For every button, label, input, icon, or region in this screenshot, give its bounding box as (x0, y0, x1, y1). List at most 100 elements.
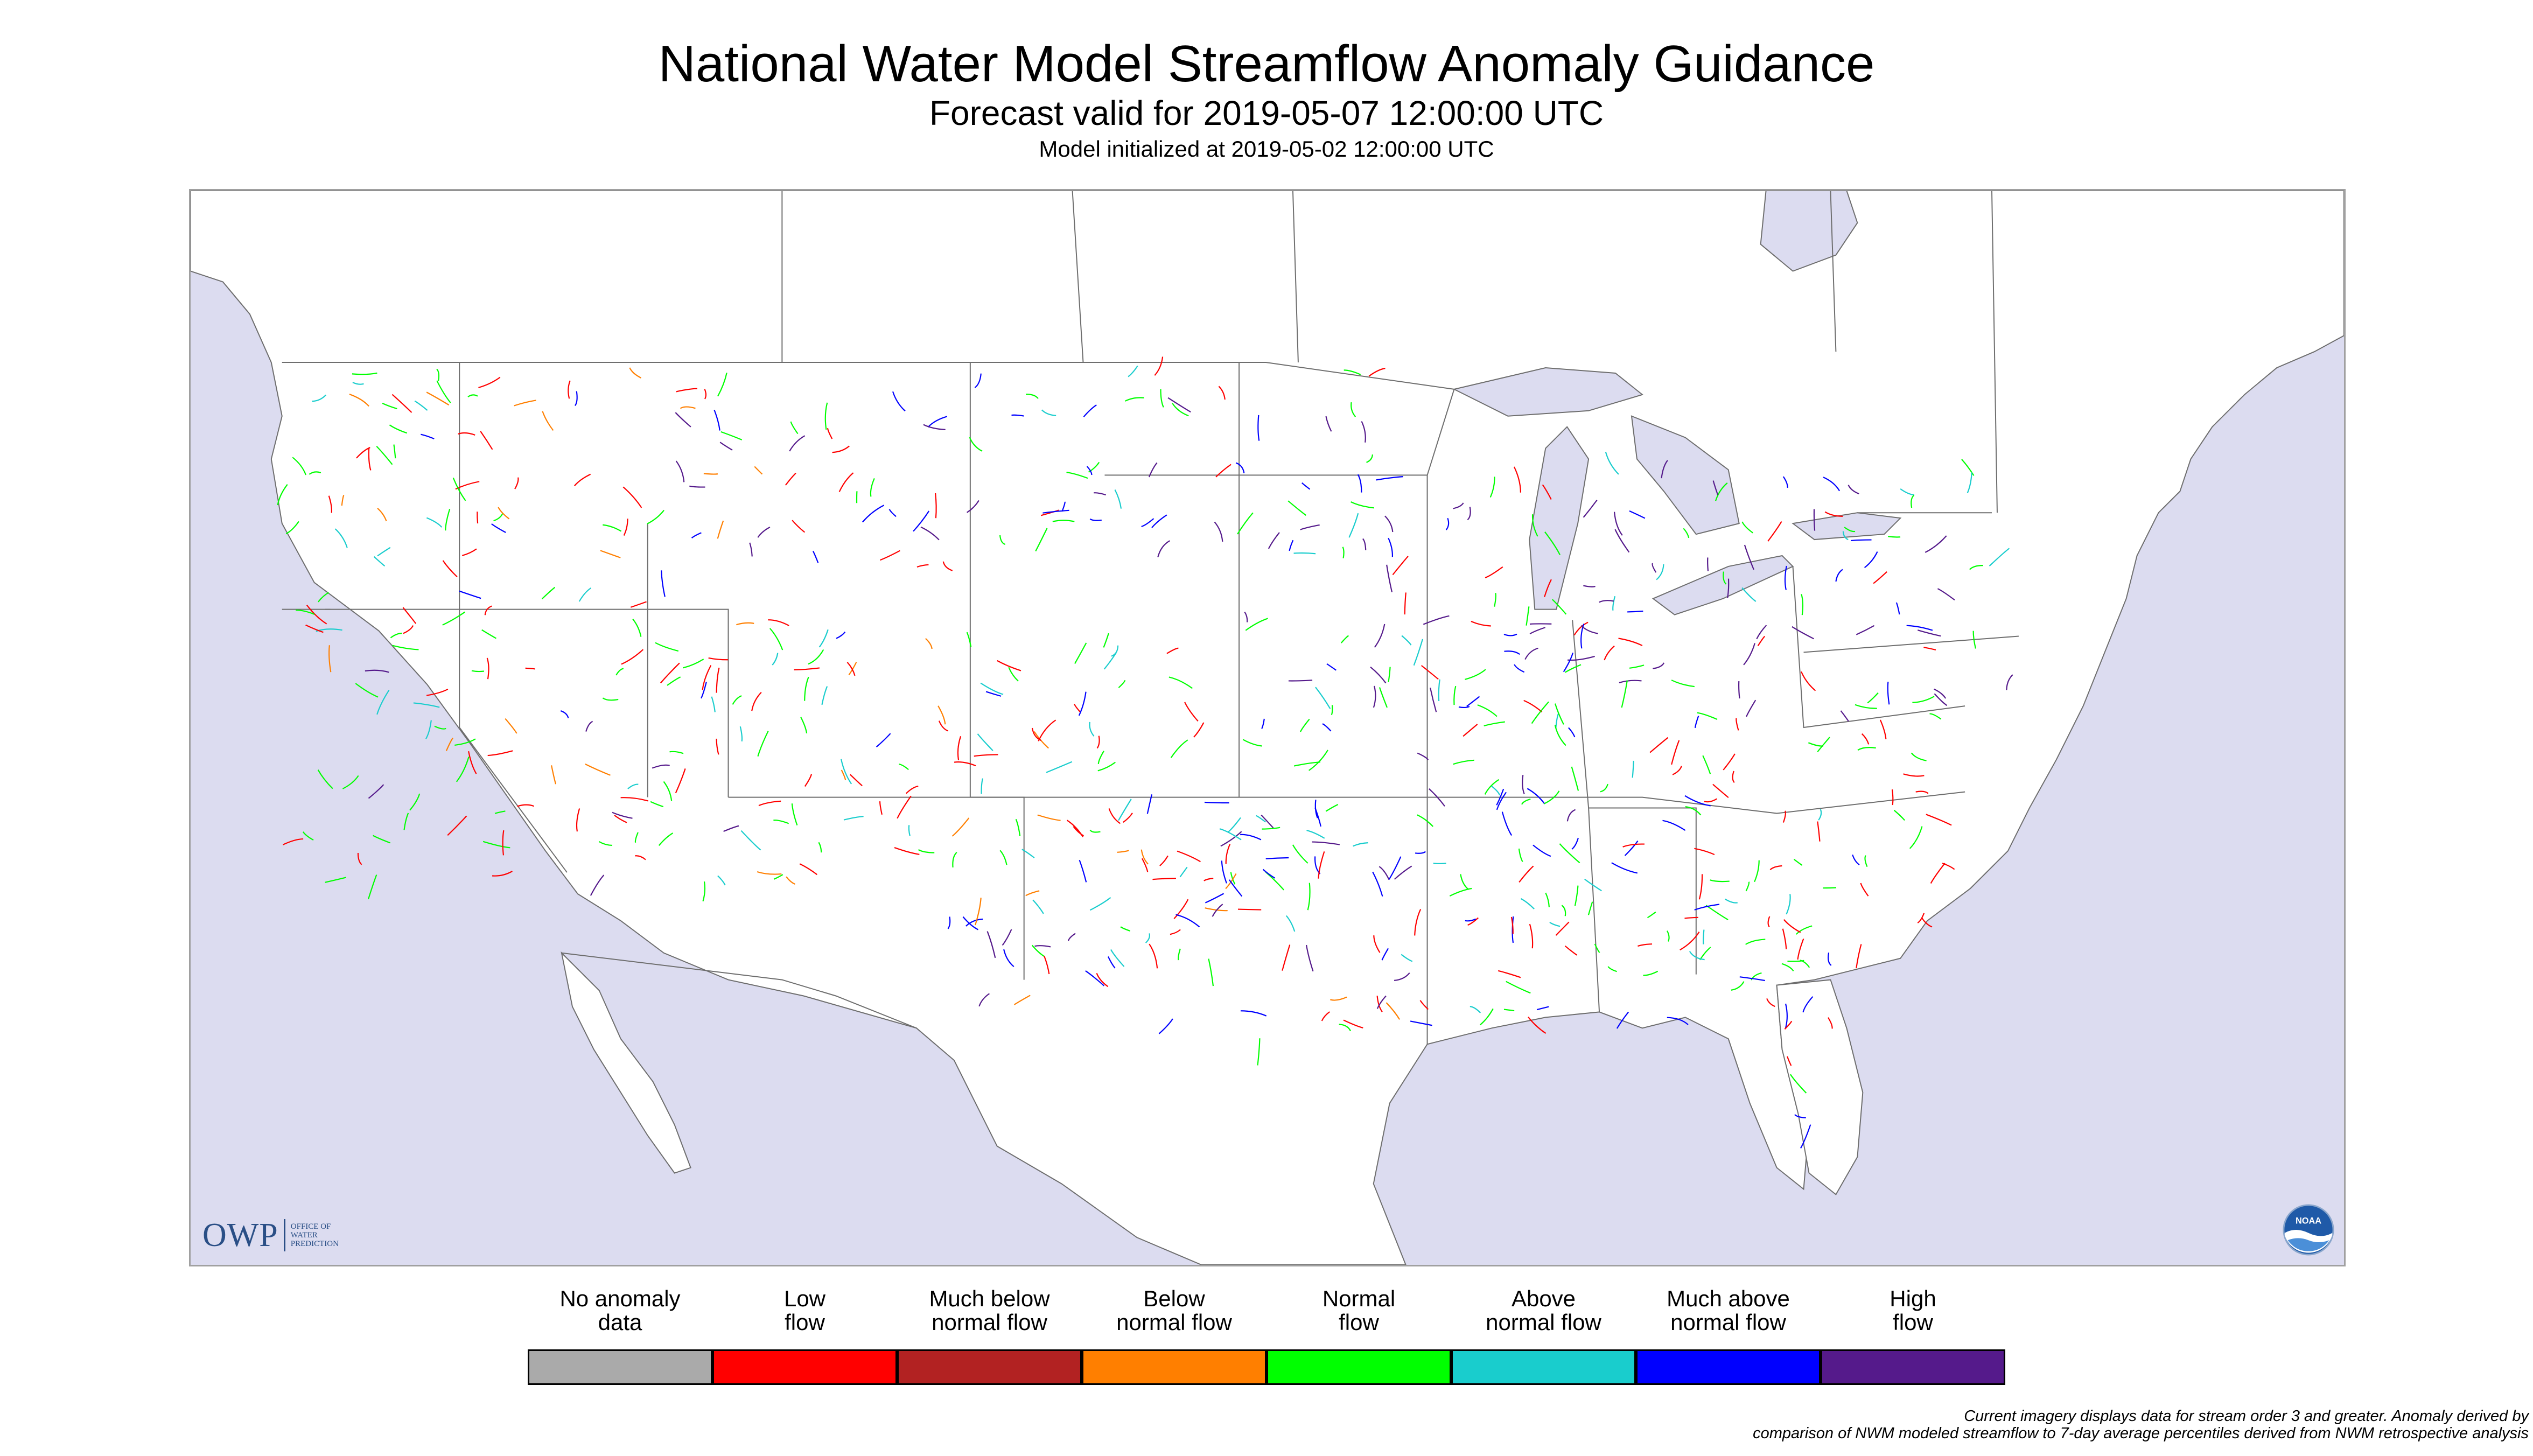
stream-segment (862, 505, 885, 523)
legend-item-much-below-normal: Much below normal flow (897, 1287, 1082, 1395)
stream-segment (1524, 647, 1538, 660)
stream-segment (517, 804, 535, 807)
stream-segment (514, 477, 519, 489)
stream-segment (1723, 753, 1736, 771)
stream-segment (1025, 890, 1040, 897)
stream-segment (574, 391, 578, 407)
stream-segment (1638, 943, 1653, 947)
stream-segment (1245, 618, 1268, 631)
stream-segment (1683, 528, 1690, 538)
stream-segment (585, 720, 593, 732)
legend-swatch (1451, 1349, 1636, 1385)
stream-segment (318, 592, 329, 603)
stream-segment (467, 394, 478, 398)
hudson-bay (1760, 191, 1858, 272)
stream-segment (325, 877, 347, 883)
stream-segment (1934, 688, 1947, 699)
stream-segment (1934, 693, 1948, 706)
stream-segment (1929, 713, 1942, 720)
stream-segment (1362, 538, 1367, 550)
legend-swatch (1082, 1349, 1266, 1385)
stream-segment (1173, 899, 1189, 919)
owp-logo-line: WATER (290, 1231, 318, 1240)
stream-segment (1911, 494, 1915, 508)
stream-segment (1926, 814, 1952, 826)
stream-segment (1754, 860, 1760, 883)
stream-segment (818, 629, 829, 648)
stream-segment (305, 624, 324, 633)
stream-segment (1325, 803, 1339, 812)
stream-segment (751, 692, 762, 711)
stream-segment (1151, 514, 1167, 528)
stream-segment (352, 372, 377, 375)
stream-segment (1860, 883, 1869, 897)
stream-segment (1522, 775, 1525, 795)
noaa-logo-text: NOAA (2296, 1216, 2321, 1226)
stream-segment (1801, 594, 1804, 615)
stream-segment (1528, 1017, 1547, 1034)
stream-segment (1491, 785, 1501, 796)
stream-segment (514, 400, 536, 407)
streamflow-map[interactable] (191, 191, 2344, 1265)
stream-segment (838, 472, 854, 492)
stream-segment (1031, 944, 1045, 957)
stream-segment (634, 832, 639, 843)
stream-segment (1824, 511, 1843, 517)
owp-logo: OWP OFFICE OF WATER PREDICTION (202, 1214, 339, 1257)
stream-segment (1697, 712, 1718, 720)
stream-segment (1089, 897, 1111, 911)
stream-segment (1157, 540, 1170, 557)
stream-segment (1903, 773, 1925, 777)
stream-segment (1580, 625, 1598, 634)
stream-segment (1510, 916, 1514, 934)
legend-swatch (528, 1349, 712, 1385)
map-frame[interactable]: OWP OFFICE OF WATER PREDICTION NOAA (189, 189, 2346, 1266)
stream-segment (1705, 905, 1729, 921)
stream-segment (1793, 858, 1803, 866)
stream-segment (786, 876, 795, 885)
stream-segment (445, 509, 451, 531)
stream-segment (1177, 850, 1201, 863)
stream-segment (1453, 759, 1474, 765)
stream-segment (1937, 588, 1955, 601)
stream-segment (790, 421, 799, 435)
stream-segment (1322, 723, 1332, 732)
stream-segment (1852, 854, 1860, 866)
stream-segment (892, 391, 906, 412)
stream-segment (494, 810, 506, 814)
stream-segment (376, 690, 390, 715)
stream-segment (1088, 461, 1100, 473)
stream-segment (1767, 521, 1782, 542)
stream-segment (1912, 696, 1935, 703)
stream-segment (1128, 365, 1138, 377)
stream-segment (650, 801, 664, 808)
stream-segment (1523, 699, 1543, 713)
stream-segment (1417, 752, 1429, 760)
stream-segment (1257, 1038, 1261, 1066)
stream-segment (655, 642, 679, 652)
stream-segment (1184, 702, 1199, 722)
stream-segment (487, 750, 513, 757)
stream-segment (1533, 844, 1551, 857)
stream-segment (551, 765, 557, 785)
stream-segment (1256, 815, 1266, 823)
stream-segment (1373, 685, 1376, 708)
stream-segment (372, 835, 391, 844)
stream-segment (1689, 951, 1705, 961)
stream-segment (1917, 913, 1925, 923)
stream-segment (920, 526, 940, 541)
stream-segment (478, 376, 501, 388)
stream-segment (675, 460, 685, 482)
stream-segment (1561, 905, 1566, 916)
stream-segment (403, 625, 414, 634)
stream-segment (1419, 1000, 1429, 1010)
stream-segment (1518, 848, 1523, 862)
stream-segment (1529, 923, 1534, 949)
stream-segment (620, 797, 649, 802)
stream-segment (1694, 904, 1720, 911)
stream-segment (1225, 844, 1231, 864)
stream-segment (1784, 1020, 1793, 1030)
stream-segment (800, 717, 808, 734)
stream-segment (1376, 995, 1387, 1009)
stream-segment (1684, 916, 1698, 919)
